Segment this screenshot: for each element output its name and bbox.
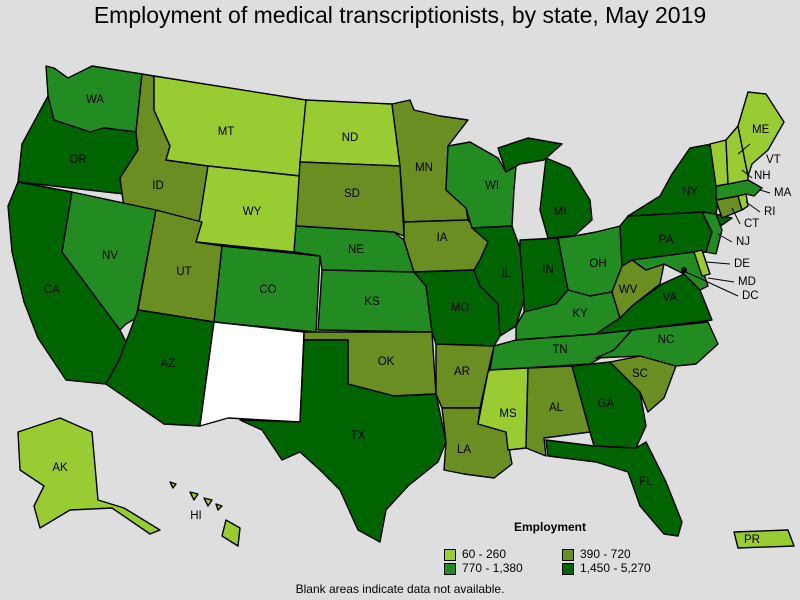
legend-swatch	[444, 548, 456, 561]
state-label-SD: SD	[344, 188, 360, 200]
legend-swatch	[562, 562, 574, 575]
state-label-AZ: AZ	[161, 358, 176, 370]
state-label-AL: AL	[549, 402, 564, 414]
legend-label: 770 - 1,380	[462, 561, 523, 575]
legend-item-390-720: 390 - 720	[562, 547, 631, 561]
state-label-PA: PA	[659, 234, 674, 246]
state-FL[interactable]	[545, 439, 683, 537]
state-NJ[interactable]	[701, 211, 723, 255]
state-label-VT: VT	[766, 154, 781, 166]
state-label-MT: MT	[218, 126, 235, 138]
state-AK[interactable]	[17, 417, 161, 535]
state-label-NJ: NJ	[736, 236, 750, 248]
state-label-NE: NE	[348, 244, 364, 256]
state-SD[interactable]	[295, 161, 405, 237]
state-label-AR: AR	[454, 366, 470, 378]
state-label-KY: KY	[572, 308, 588, 320]
state-label-OH: OH	[589, 258, 606, 270]
state-label-IA: IA	[437, 232, 448, 244]
state-HI[interactable]	[169, 481, 241, 547]
state-MA[interactable]	[715, 179, 763, 201]
state-PR[interactable]	[733, 529, 795, 549]
footnote: Blank areas indicate data not available.	[295, 582, 505, 596]
state-label-TN: TN	[552, 344, 567, 356]
state-label-DC: DC	[742, 290, 759, 302]
state-label-MD: MD	[738, 276, 756, 288]
legend-swatch	[444, 562, 456, 575]
state-label-ND: ND	[342, 132, 359, 144]
state-label-NV: NV	[102, 250, 118, 262]
state-label-IL: IL	[501, 268, 511, 280]
state-label-PR: PR	[744, 534, 760, 546]
state-label-CO: CO	[259, 284, 276, 296]
legend-item-1450-5270: 1,450 - 5,270	[562, 561, 651, 575]
state-label-NH: NH	[754, 170, 771, 182]
state-label-OR: OR	[69, 154, 86, 166]
state-label-MN: MN	[415, 162, 433, 174]
state-label-WV: WV	[619, 284, 638, 296]
state-label-IN: IN	[542, 264, 554, 276]
state-label-RI: RI	[764, 206, 776, 218]
state-label-VA: VA	[663, 292, 678, 304]
state-label-CT: CT	[744, 218, 759, 230]
state-MI[interactable]	[497, 137, 593, 239]
state-label-OK: OK	[378, 356, 395, 368]
state-label-MA: MA	[774, 187, 792, 199]
state-label-ME: ME	[752, 124, 770, 136]
state-label-MS: MS	[499, 408, 517, 420]
state-NC[interactable]	[595, 321, 719, 367]
state-label-AK: AK	[52, 462, 68, 474]
state-label-NC: NC	[658, 334, 675, 346]
state-label-UT: UT	[176, 266, 191, 278]
state-label-TX: TX	[351, 430, 366, 442]
legend-item-770-1380: 770 - 1,380	[444, 561, 523, 575]
state-NM[interactable]	[199, 321, 305, 427]
label-leaders	[685, 143, 771, 297]
state-WI[interactable]	[445, 141, 517, 229]
state-label-CA: CA	[44, 284, 60, 296]
state-label-ID: ID	[152, 180, 164, 192]
state-NH[interactable]	[725, 125, 749, 185]
state-ME[interactable]	[737, 91, 785, 177]
state-label-SC: SC	[632, 368, 648, 380]
legend-swatch	[562, 548, 574, 561]
state-DE[interactable]	[693, 249, 711, 277]
legend-item-60-260: 60 - 260	[444, 547, 506, 561]
legend-label: 1,450 - 5,270	[580, 561, 651, 575]
state-label-KS: KS	[364, 296, 380, 308]
state-label-WY: WY	[243, 206, 262, 218]
state-TX[interactable]	[239, 339, 447, 543]
legend-label: 60 - 260	[462, 547, 507, 561]
state-label-MI: MI	[554, 206, 567, 218]
state-label-FL: FL	[639, 476, 653, 488]
state-label-WA: WA	[86, 94, 104, 106]
legend-title: Employment	[513, 520, 586, 534]
legend-label: 390 - 720	[580, 547, 631, 561]
state-IL[interactable]	[471, 225, 525, 337]
state-label-NY: NY	[682, 186, 698, 198]
state-label-DE: DE	[734, 258, 750, 270]
state-DC[interactable]	[681, 267, 687, 273]
state-label-MO: MO	[451, 302, 470, 314]
state-label-GA: GA	[598, 398, 615, 410]
state-label-HI: HI	[190, 510, 202, 522]
state-label-WI: WI	[485, 180, 499, 192]
state-label-LA: LA	[457, 444, 471, 456]
map-title: Employment of medical transcriptionists,…	[93, 2, 707, 28]
